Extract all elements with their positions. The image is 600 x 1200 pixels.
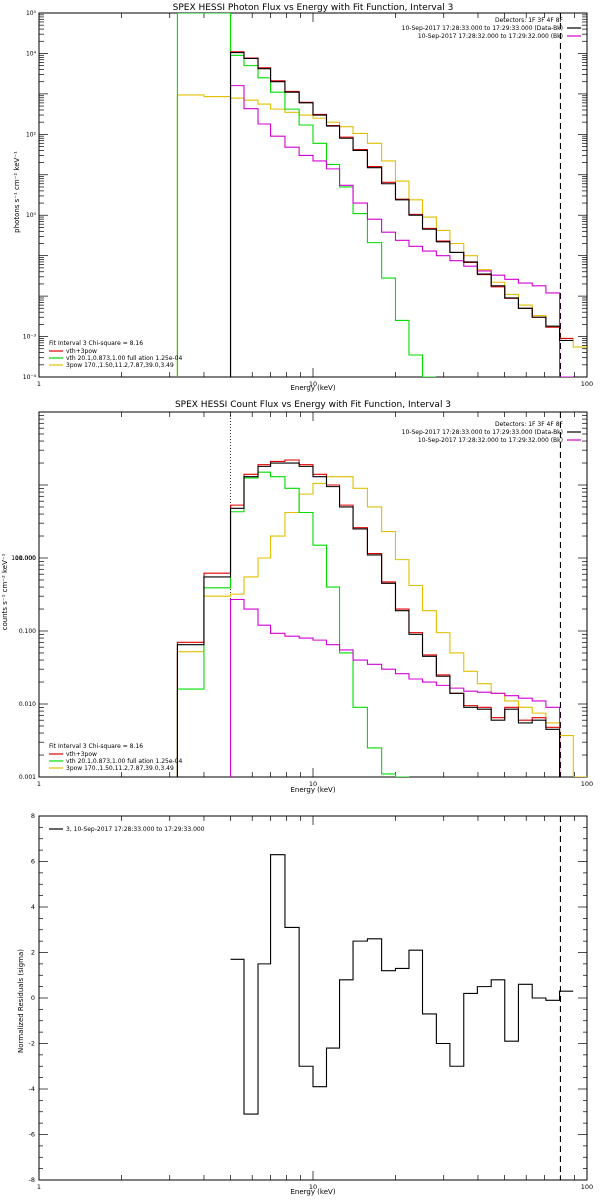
count-flux-x-tick-label: 1	[37, 780, 41, 788]
photon-flux-series-vth-3pow-line	[229, 51, 574, 377]
count-flux-legend-label-vth: vth 20.1,0.873,1.00 full ation 1.25e-04	[66, 758, 182, 765]
photon-flux-x-tick-label: 100	[581, 380, 593, 388]
photon-flux-legend-label-total: vth+3pow	[66, 348, 97, 355]
count-flux-legend-label-3pow: 3pow 170.,1.50,11.2,7.87,39.0,3.49	[66, 765, 174, 772]
photon-flux-x-tick-label: 1	[37, 380, 41, 388]
photon-flux-series-bk-line	[229, 85, 574, 377]
residuals-x-tick-label: 100	[581, 1183, 593, 1191]
count-flux-y-tick-label: 0.100	[19, 628, 36, 635]
count-flux-bk-interval-line: 10-Sep-2017 17:28:32.000 to 17:29:32.000…	[418, 437, 563, 444]
photon-flux-y-tick-label: 10⁴	[26, 50, 37, 57]
photon-flux-ylabel: photons s⁻¹ cm⁻² keV⁻¹	[13, 151, 21, 233]
count-flux-y-tick-label: 0.001	[19, 774, 36, 781]
residuals-y-tick-label: 8	[31, 812, 35, 820]
residuals-xlabel: Energy (keV)	[290, 1188, 335, 1196]
photon-flux-xlabel: Energy (keV)	[290, 384, 335, 392]
count-flux-title: SPEX HESSI Count Flux vs Energy with Fit…	[175, 400, 451, 410]
count-flux-y-tick-label: 1.000	[19, 555, 36, 562]
photon-flux-y-tick-label: 10⁻³	[23, 334, 37, 341]
photon-flux-bk-interval-line: 10-Sep-2017 17:28:32.000 to 17:29:32.000…	[418, 33, 563, 40]
count-flux-series-bk-line	[229, 598, 574, 777]
count-flux-xlabel: Energy (keV)	[290, 786, 335, 794]
count-flux-data-interval-line: 10-Sep-2017 17:28:33.000 to 17:29:33.000…	[402, 429, 563, 436]
photon-flux-panel: SPEX HESSI Photon Flux vs Energy with Fi…	[13, 3, 593, 392]
residuals-series-3-10-sep-2017-17-28-33-000-to-17-29-33-000-line	[230, 854, 574, 1115]
residuals-panel: 1 10 100 8 6 4 2 0 -2 -4 -6 -8 Energy (keV) Normali…	[17, 812, 593, 1196]
count-flux-legend-label-total: vth+3pow	[66, 751, 97, 758]
photon-flux-y-tick-label: 10⁻⁴	[23, 374, 37, 381]
photon-flux-detectors-line: Detectors: 1F 3F 4F 8F	[495, 17, 564, 24]
photon-flux-y-tick-label: 10⁵	[26, 10, 37, 17]
count-flux-series-vth-line	[176, 471, 410, 777]
count-flux-series-data-bk-line	[176, 462, 574, 777]
count-flux-ylabel: counts s⁻¹ cm⁻² keV⁻¹	[1, 553, 9, 630]
photon-flux-legend-label-3pow: 3pow 170.,1.50,11.2,7.87,39.0,3.49	[66, 362, 174, 369]
photon-flux-series-vth-line	[176, 13, 437, 377]
residuals-y-tick-label: 2	[31, 949, 35, 957]
residuals-y-tick-label: -6	[29, 1131, 35, 1139]
residuals-legend-label: 3, 10-Sep-2017 17:28:33.000 to 17:29:33.…	[66, 826, 205, 833]
photon-flux-data-interval-line: 10-Sep-2017 17:28:33.000 to 17:29:33.000…	[402, 25, 563, 32]
photon-flux-plot-area: 1 10 100 10⁻⁴ 10⁻³ 10⁰ 10² 10⁴ 10⁵	[23, 10, 593, 388]
photon-flux-y-tick-label: 10²	[26, 131, 37, 138]
photon-flux-series-3pow-line	[176, 94, 587, 377]
count-flux-series-3pow-line	[176, 476, 587, 777]
count-flux-series-vth-3pow-line	[176, 459, 574, 777]
residuals-y-tick-label: -8	[29, 1176, 35, 1184]
residuals-plot-area: 1 10 100 8 6 4 2 0 -2 -4 -6 -8	[29, 812, 594, 1191]
residuals-series-group	[230, 854, 574, 1115]
count-flux-y-tick-label: 0.010	[19, 701, 36, 708]
residuals-ylabel: Normalized Residuals (sigma)	[17, 949, 25, 1053]
count-flux-y-tick-label: 100.000	[11, 555, 36, 562]
residuals-x-tick-label: 10	[309, 1183, 317, 1191]
residuals-y-tick-label: -4	[29, 1085, 35, 1093]
count-flux-legend-header: Fit Interval 3 Chi-square = 8.16	[49, 743, 143, 750]
photon-flux-legend-label-vth: vth 20.1,0.873,1.00 full ation 1.25e-04	[66, 355, 182, 362]
photon-flux-x-tick-label: 10	[309, 380, 317, 388]
count-flux-panel: SPEX HESSI Count Flux vs Energy with Fit…	[1, 400, 593, 794]
count-flux-x-tick-label: 100	[581, 780, 593, 788]
residuals-y-tick-label: 6	[31, 858, 35, 866]
count-flux-detectors-line: Detectors: 1F 3F 4F 8F	[495, 421, 564, 428]
residuals-y-tick-label: 0	[31, 994, 35, 1002]
photon-flux-title: SPEX HESSI Photon Flux vs Energy with Fi…	[173, 3, 454, 13]
photon-flux-y-tick-label: 10⁰	[26, 212, 37, 219]
residuals-x-tick-label: 1	[37, 1183, 41, 1191]
count-flux-series-group	[176, 459, 587, 777]
count-flux-y-tick-label: 10.000	[15, 555, 36, 562]
photon-flux-series-group	[176, 13, 587, 377]
residuals-y-tick-label: 4	[31, 903, 35, 911]
photon-flux-legend-header: Fit Interval 3 Chi-square = 8.16	[49, 340, 143, 347]
photon-flux-axes-frame	[38, 12, 588, 378]
residuals-y-tick-label: -2	[29, 1040, 35, 1048]
count-flux-x-tick-label: 10	[309, 780, 317, 788]
photon-flux-series-data-bk-line	[229, 52, 574, 377]
